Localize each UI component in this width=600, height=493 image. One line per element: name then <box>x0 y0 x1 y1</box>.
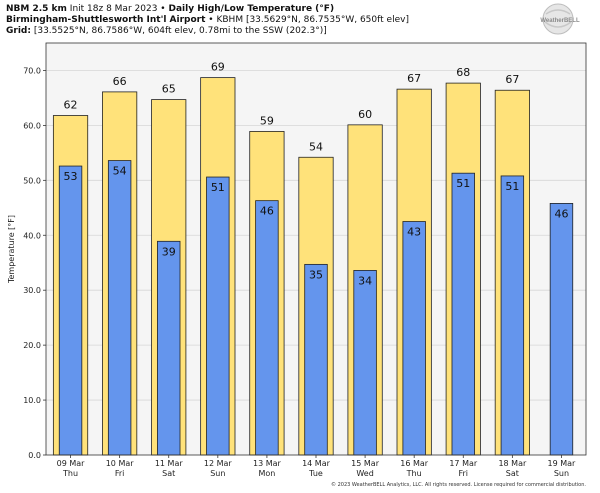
x-tick-day: Wed <box>356 469 373 478</box>
chart-title-line: NBM 2.5 km Init 18z 8 Mar 2023 • Daily H… <box>6 4 334 15</box>
product-name: Daily High/Low Temperature (°F) <box>168 4 335 14</box>
low-temp-label: 39 <box>162 245 176 258</box>
high-temp-label: 68 <box>456 66 470 79</box>
low-temp-label: 34 <box>358 274 372 287</box>
low-temp-bar <box>58 165 83 456</box>
low-temp-label: 46 <box>554 207 568 220</box>
low-temp-bar <box>206 176 230 456</box>
bars <box>52 77 574 456</box>
low-temp-bar <box>549 203 574 456</box>
low-temp-bar <box>451 172 475 456</box>
station-name: Birmingham-Shuttlesworth Int'l Airport <box>6 15 206 25</box>
low-temp-bar <box>304 263 328 456</box>
copyright-notice: © 2023 WeatherBELL Analytics, LLC. All r… <box>331 482 586 488</box>
grid-info: [33.5525°N, 86.7586°W, 604ft elev, 0.78m… <box>33 26 327 36</box>
y-axis-label: Temperature [°F] <box>7 215 16 284</box>
high-temp-label: 65 <box>162 83 176 96</box>
low-temp-bar <box>500 175 525 456</box>
y-tick-label: 60.0 <box>23 121 41 130</box>
x-tick-date: 16 Mar <box>400 459 429 468</box>
high-temp-label: 66 <box>113 75 127 88</box>
y-tick-label: 70.0 <box>23 66 41 75</box>
high-temp-label: 69 <box>211 61 225 74</box>
y-tick-label: 50.0 <box>23 176 41 185</box>
separator: • <box>160 4 166 14</box>
low-temp-bar <box>157 240 181 456</box>
station-info: KBHM [33.5629°N, 86.7535°W, 650ft elev] <box>216 15 409 25</box>
x-tick-date: 10 Mar <box>106 459 135 468</box>
high-temp-label: 59 <box>260 114 274 127</box>
x-tick-day: Sun <box>210 469 225 478</box>
x-tick-date: 17 Mar <box>449 459 478 468</box>
low-temp-bar <box>107 160 132 456</box>
axes: 0.010.020.030.040.050.060.070.009 MarThu… <box>23 42 587 478</box>
x-tick-date: 19 Mar <box>548 459 577 468</box>
y-tick-label: 10.0 <box>23 396 41 405</box>
low-temp-bar <box>255 200 279 456</box>
x-tick-date: 11 Mar <box>155 459 184 468</box>
x-tick-date: 15 Mar <box>351 459 380 468</box>
weatherbell-logo: WeatherBELL <box>540 3 580 35</box>
x-tick-day: Tue <box>308 469 323 478</box>
low-temp-label: 51 <box>505 180 519 193</box>
y-tick-label: 40.0 <box>23 231 41 240</box>
x-tick-day: Thu <box>62 469 78 478</box>
y-tick-label: 20.0 <box>23 341 41 350</box>
low-temp-label: 51 <box>211 181 225 194</box>
x-tick-day: Mon <box>258 469 275 478</box>
low-temp-label: 54 <box>113 165 127 178</box>
x-tick-date: 18 Mar <box>498 459 527 468</box>
x-tick-date: 13 Mar <box>253 459 282 468</box>
low-temp-label: 46 <box>260 205 274 218</box>
high-temp-label: 60 <box>358 108 372 121</box>
x-tick-date: 14 Mar <box>302 459 331 468</box>
model-name: NBM 2.5 km <box>6 4 67 14</box>
low-temp-label: 43 <box>407 226 421 239</box>
x-tick-day: Sat <box>506 469 519 478</box>
init-time: Init 18z 8 Mar 2023 <box>69 4 158 14</box>
x-tick-day: Fri <box>459 469 469 478</box>
logo-text: WeatherBELL <box>540 18 580 24</box>
x-tick-date: 09 Mar <box>57 459 86 468</box>
high-temp-label: 67 <box>505 73 519 86</box>
high-temp-label: 54 <box>309 140 323 153</box>
y-tick-label: 30.0 <box>23 286 41 295</box>
low-temp-label: 51 <box>456 177 470 190</box>
low-temp-label: 53 <box>64 170 78 183</box>
data-labels: 62 53 66 54 65 39 69 51 59 46 54 35 60 34 67 43 68 51 67 51… <box>64 61 569 288</box>
grid-label: Grid: <box>6 26 31 36</box>
separator: • <box>208 15 214 25</box>
x-tick-date: 12 Mar <box>204 459 233 468</box>
x-tick-day: Sat <box>162 469 175 478</box>
high-temp-label: 62 <box>64 99 78 112</box>
y-tick-label: 0.0 <box>28 451 41 460</box>
x-tick-day: Sun <box>554 469 569 478</box>
low-temp-label: 35 <box>309 268 323 281</box>
low-temp-bar <box>402 221 426 456</box>
station-line: Birmingham-Shuttlesworth Int'l Airport •… <box>6 15 409 26</box>
plot-frame <box>45 42 587 456</box>
low-temp-bar <box>353 270 377 456</box>
high-temp-label: 67 <box>407 72 421 85</box>
grid-line: Grid: [33.5525°N, 86.7586°W, 604ft elev,… <box>6 26 327 37</box>
x-tick-day: Fri <box>115 469 125 478</box>
x-tick-day: Thu <box>406 469 422 478</box>
